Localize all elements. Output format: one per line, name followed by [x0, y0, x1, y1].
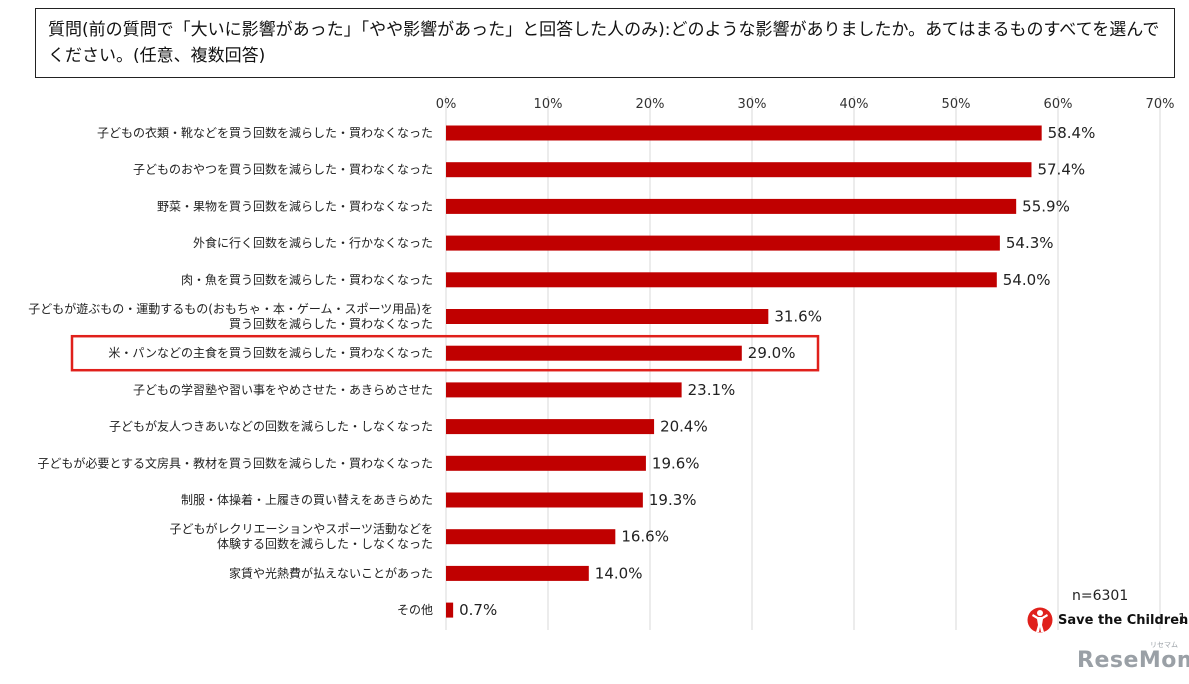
category-label: 子どもが友人つきあいなどの回数を減らした・しなくなった: [109, 419, 433, 434]
category-label: 子どもの学習塾や習い事をやめさせた・あきらめさせた: [133, 382, 433, 397]
category-label: 野菜・果物を買う回数を減らした・買わなくなった: [157, 198, 433, 213]
question-box: 質問(前の質問で「大いに影響があった」「やや影響があった」と回答した人のみ):ど…: [35, 8, 1175, 78]
value-label: 0.7%: [459, 601, 497, 619]
bar: [446, 272, 997, 288]
category-label: 外食に行く回数を減らした・行かなくなった: [193, 235, 433, 250]
x-tick-label: 10%: [534, 97, 563, 112]
page-number: 1: [1178, 612, 1187, 627]
category-label: 制服・体操着・上履きの買い替えをあきらめた: [181, 492, 433, 507]
resemom-watermark: ReseMom: [1077, 648, 1189, 673]
x-tick-label: 50%: [942, 97, 971, 112]
x-tick-label: 40%: [840, 97, 869, 112]
category-label: その他: [397, 603, 433, 617]
value-label: 23.1%: [688, 381, 736, 399]
value-label: 58.4%: [1048, 124, 1096, 142]
bar: [446, 455, 646, 471]
category-label: 米・パンなどの主食を買う回数を減らした・買わなくなった: [108, 345, 433, 360]
logo-text: Save the Children: [1058, 612, 1189, 628]
bar: [446, 235, 1000, 251]
value-label: 19.6%: [652, 454, 700, 472]
category-label: 子どもがレクリエーションやスポーツ活動などを: [169, 521, 433, 536]
bar: [446, 492, 643, 508]
category-label: 買う回数を減らした・買わなくなった: [229, 316, 433, 331]
question-text: 質問(前の質問で「大いに影響があった」「やや影響があった」と回答した人のみ):ど…: [48, 20, 1160, 66]
value-label: 55.9%: [1022, 197, 1070, 215]
bar: [446, 345, 742, 361]
x-tick-label: 70%: [1146, 97, 1175, 112]
bar: [446, 198, 1017, 214]
category-label: 体験する回数を減らした・しなくなった: [217, 536, 433, 551]
bar: [446, 602, 454, 618]
highlight-box: [70, 334, 820, 372]
bar: [446, 565, 589, 581]
category-label: 子どもが必要とする文房具・教材を買う回数を減らした・買わなくなった: [37, 455, 433, 470]
value-label: 57.4%: [1037, 161, 1085, 179]
bar: [446, 125, 1042, 141]
value-label: 14.0%: [595, 564, 643, 582]
x-tick-label: 20%: [636, 97, 665, 112]
bar: [446, 309, 769, 324]
x-tick-label: 60%: [1044, 97, 1073, 112]
bar: [446, 382, 682, 398]
category-label: 子どもの衣類・靴などを買う回数を減らした・買わなくなった: [97, 125, 433, 140]
save-the-children-logo: Save the Children: [1027, 606, 1188, 634]
value-label: 29.0%: [748, 344, 796, 362]
category-label: 家賃や光熱費が払えないことがあった: [229, 565, 433, 580]
value-label: 16.6%: [621, 528, 669, 546]
category-label: 子どもが遊ぶもの・運動するもの(おもちゃ・本・ゲーム・スポーツ用品)を: [28, 301, 433, 316]
category-label: 子どものおやつを買う回数を減らした・買わなくなった: [133, 162, 433, 177]
x-tick-label: 30%: [738, 97, 767, 112]
bar: [446, 419, 655, 435]
value-label: 31.6%: [774, 308, 822, 326]
category-label: 肉・魚を買う回数を減らした・買わなくなった: [181, 272, 433, 287]
bar: [446, 162, 1032, 178]
value-label: 19.3%: [649, 491, 697, 509]
value-label: 54.3%: [1006, 234, 1054, 252]
value-label: 54.0%: [1003, 271, 1051, 289]
resemom-watermark-ruby: リセマム: [1150, 641, 1178, 649]
sample-size: n=6301: [1072, 588, 1129, 604]
bar: [446, 529, 616, 545]
x-tick-label: 0%: [436, 97, 457, 112]
child-figure-icon: [1027, 607, 1053, 633]
value-label: 20.4%: [660, 418, 708, 436]
